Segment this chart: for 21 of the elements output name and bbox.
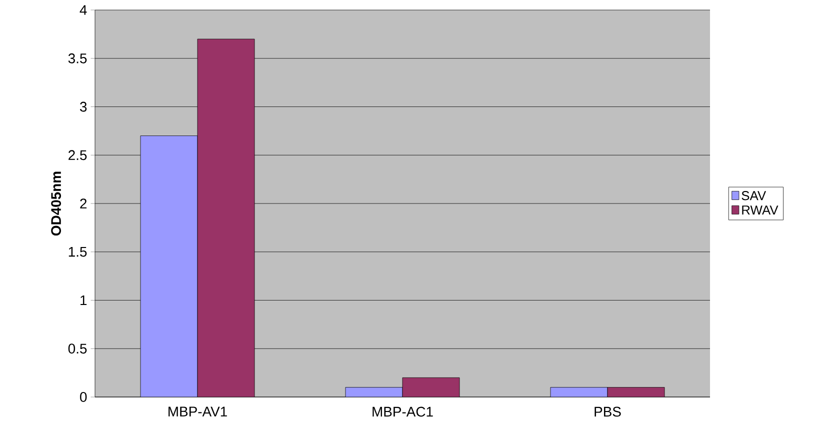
y-tick-label: 1 xyxy=(80,295,87,306)
x-tick-label: MBP-AC1 xyxy=(372,406,433,417)
x-tick-label: PBS xyxy=(594,406,621,417)
y-tick-label: 4 xyxy=(80,5,87,15)
legend-label: RWAV xyxy=(742,206,778,214)
y-tick-label: 1.5 xyxy=(68,247,87,257)
y-tick-label: 3.5 xyxy=(68,53,87,64)
bar xyxy=(402,377,460,397)
bar xyxy=(346,387,403,397)
legend-label: SAV xyxy=(742,191,766,200)
y-tick-label: 2 xyxy=(80,198,87,208)
bar xyxy=(140,136,198,397)
x-tick-label: MBP-AV1 xyxy=(168,406,227,416)
y-tick-label: 3 xyxy=(80,102,87,112)
y-axis-title: OD405nm xyxy=(51,172,62,236)
y-tick-label: 0 xyxy=(80,392,87,402)
y-tick-label: 0.5 xyxy=(68,344,87,354)
bar xyxy=(550,387,608,397)
bar xyxy=(607,387,665,397)
bar xyxy=(197,38,255,397)
y-tick-label: 2.5 xyxy=(68,150,87,160)
